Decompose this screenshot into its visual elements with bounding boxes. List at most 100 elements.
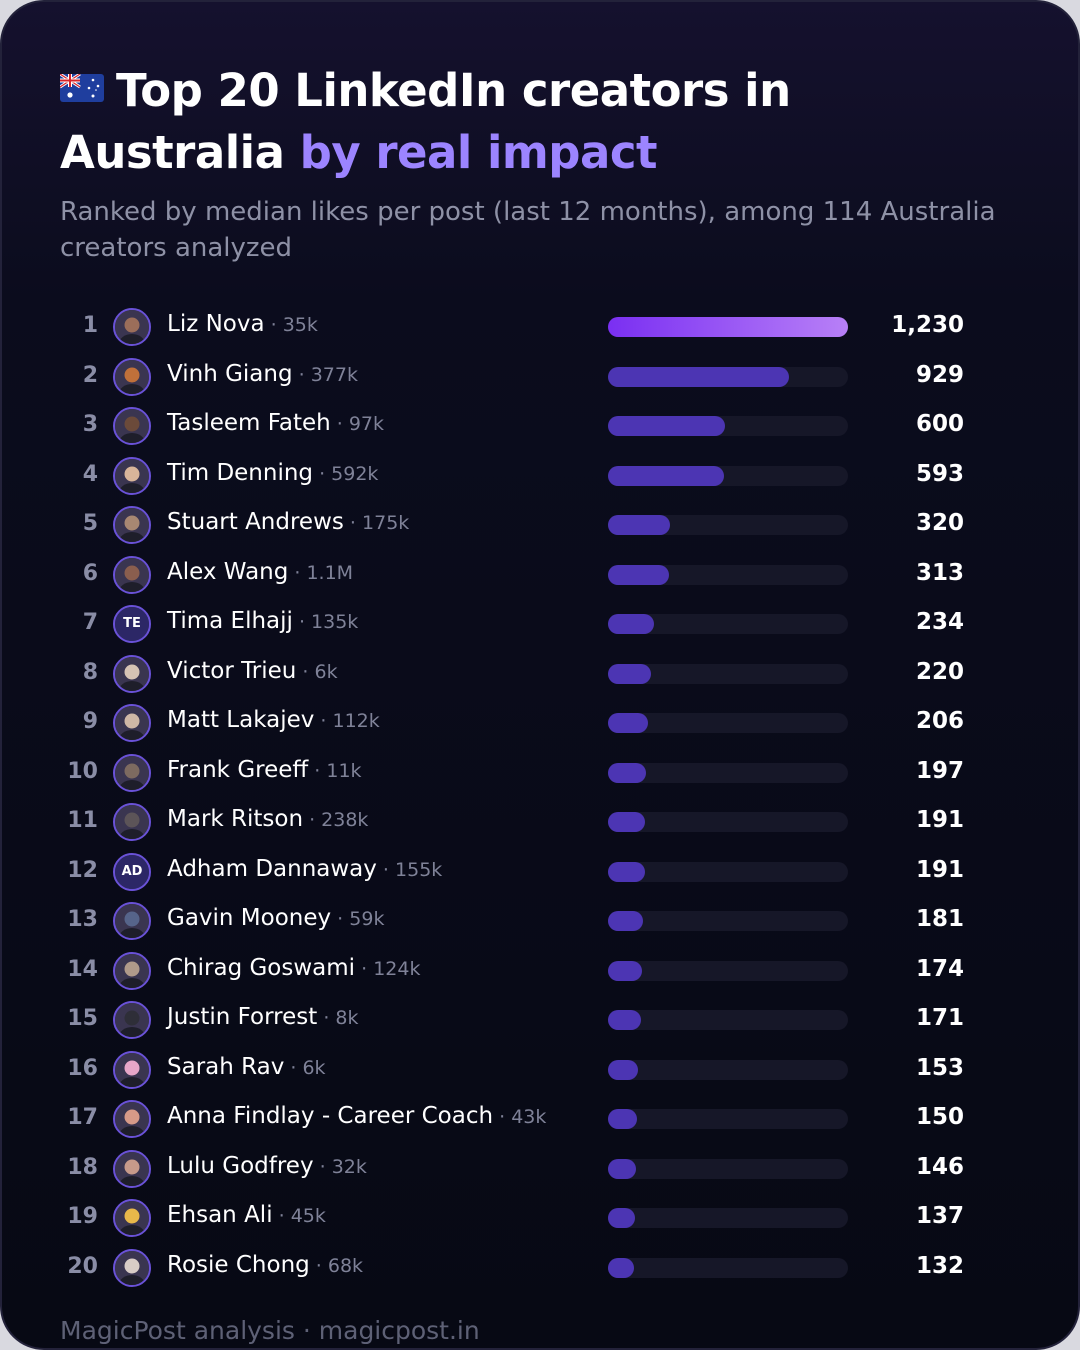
bar [608,1010,642,1030]
bar-track [608,317,848,337]
bar [608,911,644,931]
separator-dot: · [288,562,307,584]
data-label: 137 [915,1203,964,1229]
follower-count: 377k [310,364,358,386]
rank-number: 11 [67,808,98,833]
creator-name: Tasleem Fateh [167,410,331,436]
creator-row: 6 Alex Wang · 1.1M 313 [2,551,1078,601]
creator-row: 20 Rosie Chong · 68k 132 [2,1244,1078,1294]
creator-name: Stuart Andrews [167,509,344,535]
rank-number: 15 [67,1006,98,1031]
creator-name: Justin Forrest [167,1004,318,1030]
creator-label: Liz Nova · 35k [167,311,318,337]
creator-row: 2 Vinh Giang · 377k 929 [2,353,1078,403]
data-label: 234 [915,609,964,635]
data-label: 929 [915,362,964,388]
data-label: 146 [915,1154,964,1180]
follower-count: 155k [395,859,443,881]
data-label: 153 [915,1055,964,1081]
separator-dot: · [308,760,327,782]
separator-dot: · [272,1205,291,1227]
person-photo-icon [115,1251,149,1285]
creator-name: Ehsan Ali [167,1202,273,1228]
bar [608,1208,635,1228]
person-photo-icon [115,1102,149,1136]
separator-dot: · [355,958,374,980]
follower-count: 1.1M [306,562,354,584]
creator-label: Tima Elhajj · 135k [167,608,358,634]
creator-label: Frank Greeff · 11k [167,757,362,783]
creator-label: Justin Forrest · 8k [167,1004,359,1030]
avatar [113,407,151,445]
creator-row: 3 Tasleem Fateh · 97k 600 [2,402,1078,452]
bar-track [608,565,848,585]
follower-count: 45k [290,1205,326,1227]
creator-label: Matt Lakajev · 112k [167,707,380,733]
data-label: 206 [915,708,964,734]
separator-dot: · [330,413,349,435]
creator-row: 14 Chirag Goswami · 124k 174 [2,947,1078,997]
avatar [113,1100,151,1138]
rank-number: 3 [82,412,98,437]
avatar [113,952,151,990]
rank-number: 9 [82,709,98,734]
data-label: 132 [915,1253,964,1279]
person-photo-icon [115,1003,149,1037]
creator-name: Frank Greeff [167,757,309,783]
follower-count: 6k [314,661,338,683]
follower-count: 135k [311,611,359,633]
bar [608,812,646,832]
separator-dot: · [309,1255,328,1277]
subtitle: Ranked by median likes per post (last 12… [60,197,996,263]
bar [608,367,790,387]
creator-label: Victor Trieu · 6k [167,658,338,684]
avatar [113,1001,151,1039]
avatar [113,754,151,792]
creator-name: Rosie Chong [167,1252,310,1278]
data-label: 593 [915,461,964,487]
rank-number: 8 [82,660,98,685]
avatar [113,704,151,742]
person-photo-icon [115,409,149,443]
creator-label: Alex Wang · 1.1M [167,559,353,585]
person-photo-icon [115,1053,149,1087]
data-label: 181 [915,906,964,932]
creator-row: 4 Tim Denning · 592k 593 [2,452,1078,502]
bar-track [608,416,848,436]
follower-count: 238k [321,809,369,831]
creator-label: Stuart Andrews · 175k [167,509,409,535]
rank-number: 19 [67,1204,98,1229]
avatar-initials: AD [115,855,149,889]
data-label: 191 [915,857,964,883]
separator-dot: · [314,710,333,732]
person-photo-icon [115,657,149,691]
title-accent: by real impact [299,126,658,179]
data-label: 150 [915,1104,964,1130]
creator-row: 9 Matt Lakajev · 112k 206 [2,699,1078,749]
bar [608,1060,638,1080]
creator-row: 11 Mark Ritson · 238k 191 [2,798,1078,848]
bar-track [608,713,848,733]
follower-count: 68k [327,1255,364,1277]
separator-dot: · [376,859,396,881]
bar-track [608,367,848,387]
creator-row: 12 AD Adham Dannaway · 155k 191 [2,848,1078,898]
creator-name: Tima Elhajj [167,608,293,634]
data-label: 313 [915,560,964,586]
bar-track [608,812,848,832]
creator-label: Sarah Rav · 6k [167,1054,326,1080]
creator-row: 19 Ehsan Ali · 45k 137 [2,1194,1078,1244]
rank-number: 12 [67,858,98,883]
person-photo-icon [115,904,149,938]
creator-name: Liz Nova [167,311,265,337]
bar [608,763,647,783]
creator-name: Victor Trieu [167,658,297,684]
bar-track [608,763,848,783]
creator-label: Chirag Goswami · 124k [167,955,420,981]
bar [608,664,651,684]
bar-track [608,1010,848,1030]
creator-name: Gavin Mooney [167,905,332,931]
person-photo-icon [115,508,149,542]
creator-name: Vinh Giang [167,361,293,387]
